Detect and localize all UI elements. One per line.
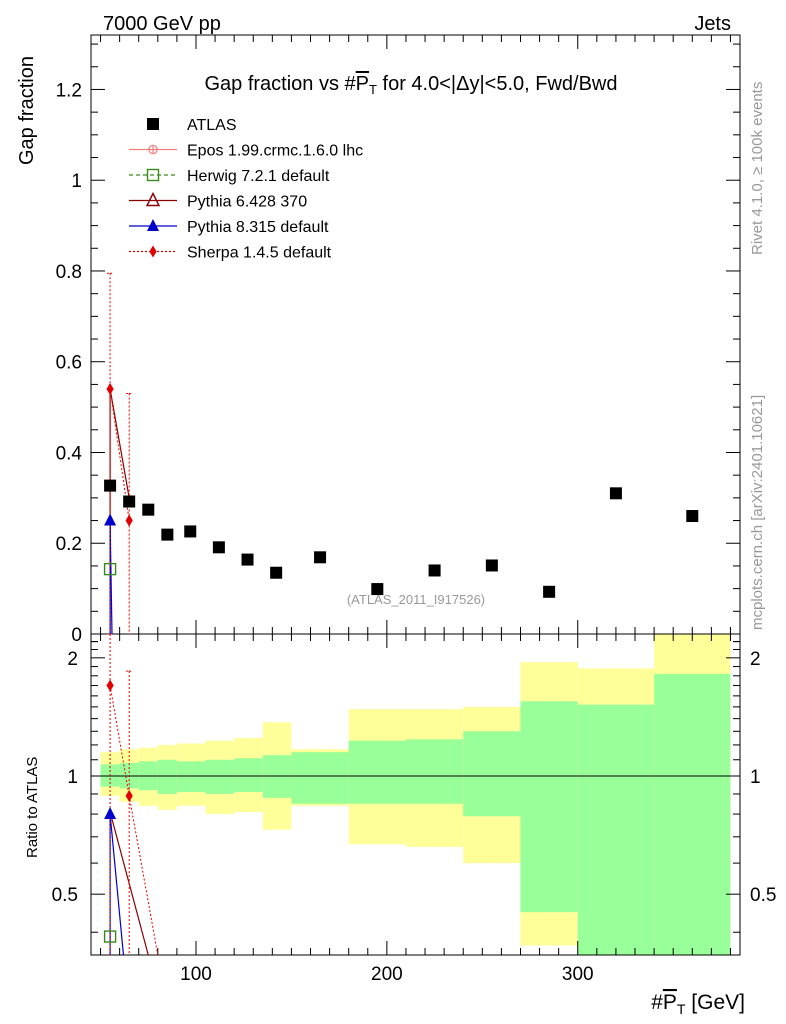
sherpa-ratio-line [109,685,130,796]
sherpa-ratio-line [128,795,159,955]
atlas-point [212,541,225,554]
ratio-plot-frame [90,633,741,956]
herwig-ratio-point [103,930,117,943]
ratio-band-inner [234,758,263,793]
legend-label: Epos 1.99.crmc.1.6.0 lhc [187,143,363,160]
y-tick-label: 0.4 [56,443,83,464]
legend-marker [148,144,158,155]
legend-marker [149,245,157,258]
header-right: Jets [694,13,731,35]
atlas-point [270,566,283,579]
y-axis-label: Gap fraction [16,56,38,165]
atlas-point [371,583,384,596]
ratio-band-inner [291,752,349,804]
axis-ticks: 100 200 300 0 0.2 0.4 0.6 0.8 1 1.2 0.5 0.5 1 1 2 2 [52,35,776,985]
atlas-point [543,585,556,598]
legend-marker [145,191,161,207]
main-panel-series [103,272,699,634]
legend: ATLAS Epos 1.99.crmc.1.6.0 lhc Herwig 7.2.… [129,117,363,262]
atlas-point [241,553,254,566]
ratio-tick-label-left: 2 [67,649,78,670]
atlas-point [104,479,117,492]
atlas-point [161,528,174,541]
sherpa-point [106,382,114,395]
legend-label: ATLAS [187,117,237,134]
atlas-point [142,503,155,516]
legend-label: Herwig 7.2.1 default [187,168,330,185]
y-tick-label: 0.2 [56,534,82,555]
analysis-watermark: (ATLAS_2011_I917526) [347,592,485,607]
legend-marker [147,118,159,130]
side-label-bottom: mcplots.cern.ch [arXiv:2401.10621] [749,395,766,630]
legend-label: Pythia 6.428 370 [187,194,307,211]
ratio-band-inner [405,739,464,804]
atlas-point [123,495,136,508]
pythia6-line [109,388,130,498]
ratio-tick-label-right: 2 [750,649,761,670]
data-series [103,272,699,955]
legend-marker [147,219,159,231]
ratio-band-inner [205,759,235,794]
ratio-tick-label-right: 0.5 [750,885,776,906]
ratio-y-axis-label: Ratio to ATLAS [24,757,41,858]
atlas-point [686,510,699,523]
y-tick-label: 0.8 [56,262,82,283]
ratio-band-inner [577,704,655,955]
legend-marker [146,168,160,182]
y-tick-label: 0 [71,625,82,646]
pythia8-point [104,513,117,526]
plot-frames [90,34,741,956]
legend-entry: Pythia 8.315 default [129,219,329,236]
legend-entry: ATLAS [147,117,237,134]
legend-label: Sherpa 1.4.5 default [187,245,332,262]
ratio-panel-series [103,634,159,955]
ratio-band-inner [654,673,731,955]
legend-entry: Epos 1.99.crmc.1.6.0 lhc [129,143,363,160]
ratio-band-inner [157,759,177,794]
pythia8-ratio-point [104,807,117,820]
x-axis-label: #PT [GeV] [651,991,745,1017]
ratio-tick-label-left: 0.5 [52,885,78,906]
side-label-top: Rivet 4.1.0, ≥ 100k events [749,82,766,255]
pythia8-line [109,520,113,634]
ratio-band-inner [463,731,521,817]
sherpa-ratio-point [125,789,133,802]
atlas-point [485,559,498,572]
ratio-tick-label-left: 1 [67,767,78,788]
ratio-band-inner [348,740,406,804]
ratio-band-inner [176,761,206,793]
atlas-point [184,525,197,538]
legend-entry: Sherpa 1.4.5 default [129,245,332,262]
herwig-point [103,562,117,576]
ratio-band-inner [520,701,578,913]
y-tick-label: 1 [71,171,82,192]
ratio-uncertainty-bands [100,634,731,955]
pythia8-ratio-line [109,813,125,955]
atlas-point [609,487,622,500]
chart-title: Gap fraction vs #PT for 4.0<|Δy|<5.0, Fw… [204,73,617,97]
sherpa-point [125,514,133,527]
legend-entry: Pythia 6.428 370 [129,191,307,211]
ratio-tick-label-right: 1 [750,767,761,788]
y-tick-label: 0.6 [56,353,82,374]
x-tick-label: 300 [562,964,594,985]
x-tick-label: 200 [371,964,403,985]
legend-entry: Herwig 7.2.1 default [129,168,330,185]
y-tick-label: 1.2 [56,80,82,101]
header-left: 7000 GeV pp [103,13,221,35]
atlas-point [314,551,327,564]
sherpa-ratio-point [106,679,114,692]
x-tick-label: 100 [180,964,212,985]
legend-label: Pythia 8.315 default [187,219,329,236]
atlas-point [428,564,441,577]
